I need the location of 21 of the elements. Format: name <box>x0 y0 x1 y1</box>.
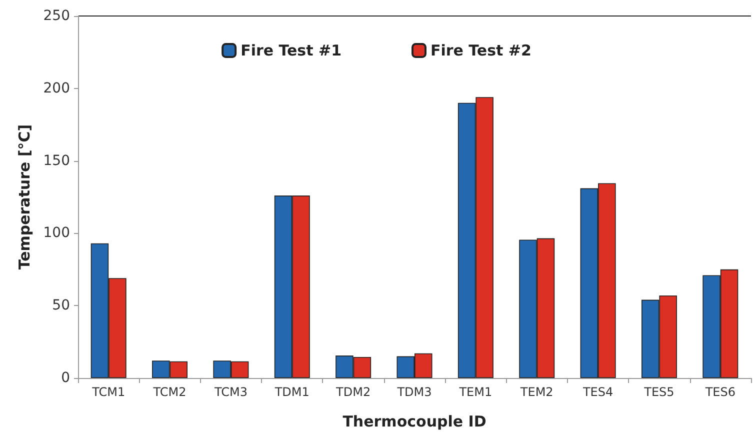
x-tick-label: TEM2 <box>519 385 554 399</box>
x-tick-label: TCM3 <box>213 385 248 399</box>
legend-label: Fire Test #1 <box>240 42 342 60</box>
legend-label: Fire Test #2 <box>430 42 532 60</box>
y-tick-label: 250 <box>43 8 70 24</box>
x-tick-label: TES6 <box>704 385 736 399</box>
x-tick-label: TEM1 <box>458 385 492 399</box>
y-axis-title: Temperature [°C] <box>16 124 34 270</box>
y-tick-label: 200 <box>43 80 70 96</box>
y-tick-label: 100 <box>43 225 70 242</box>
x-axis-title: Thermocouple ID <box>342 412 486 430</box>
y-tick-label: 150 <box>43 152 70 169</box>
x-tick-label: TDM1 <box>274 385 310 399</box>
x-tick-label: TDM3 <box>396 385 432 399</box>
y-tick-label: 50 <box>52 298 70 314</box>
x-tick-label: TES4 <box>582 385 614 399</box>
x-tick-label: TES5 <box>643 385 674 399</box>
x-tick-label: TCM1 <box>91 385 126 399</box>
x-tick-label: TCM2 <box>152 385 186 399</box>
x-tick-label: TDM2 <box>335 385 371 399</box>
y-tick-label: 0 <box>61 370 70 386</box>
